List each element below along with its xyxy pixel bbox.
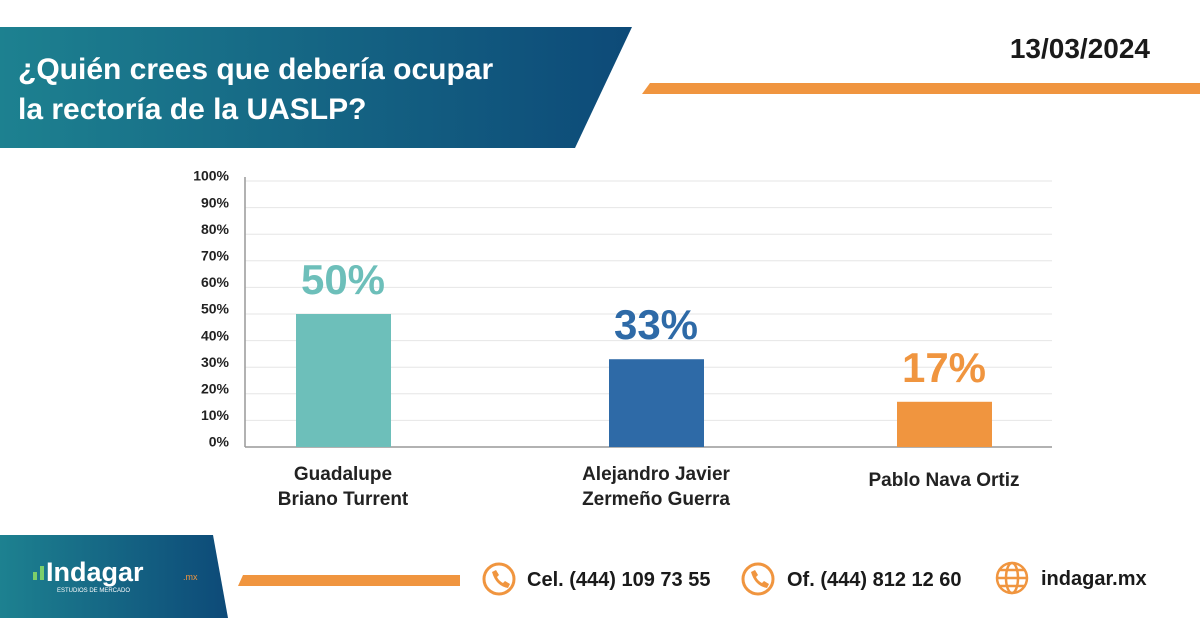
- phone-icon: [741, 562, 775, 596]
- phone-icon: [751, 570, 769, 588]
- office: Of. (444) 812 12 60: [787, 569, 962, 591]
- y-tick-label: 10%: [201, 407, 230, 423]
- value-label: 33%: [614, 301, 698, 348]
- web: indagar.mx: [1041, 568, 1147, 590]
- phone-icon: [482, 562, 516, 596]
- date: 13/03/2024: [1010, 33, 1151, 64]
- value-label: 50%: [301, 256, 385, 303]
- brand: Indagar: [46, 557, 144, 587]
- logo-bar: [33, 572, 37, 580]
- y-tick-label: 70%: [201, 248, 230, 264]
- brand-tagline: ESTUDIOS DE MERCADO: [57, 588, 130, 594]
- x-tick-label: Alejandro Javier Zermeño Guerra: [582, 464, 730, 510]
- header-banner: [0, 27, 632, 148]
- footer-rule: [238, 575, 460, 586]
- brand-suffix: .mx: [183, 572, 198, 582]
- footer-banner: [0, 535, 228, 618]
- x-tick-label: Pablo Nava Ortiz: [868, 470, 1020, 491]
- value-label: 17%: [902, 344, 986, 391]
- cel: Cel. (444) 109 73 55: [527, 569, 710, 591]
- y-tick-label: 40%: [201, 327, 230, 343]
- y-tick-label: 60%: [201, 274, 230, 290]
- y-tick-label: 20%: [201, 381, 230, 397]
- bar: [609, 359, 704, 447]
- header-rule: [642, 83, 1200, 94]
- y-tick-label: 0%: [209, 434, 230, 450]
- y-tick-label: 100%: [193, 168, 229, 184]
- bar: [897, 401, 992, 447]
- y-tick-label: 30%: [201, 354, 230, 370]
- y-tick-label: 90%: [201, 194, 230, 210]
- phone-icon: [492, 570, 510, 588]
- y-tick-label: 50%: [201, 301, 230, 317]
- logo-bar: [40, 566, 44, 580]
- web-icon: [995, 561, 1029, 595]
- bar: [296, 314, 391, 447]
- title: ¿Quién crees que debería ocupar la recto…: [18, 53, 494, 126]
- y-tick-label: 80%: [201, 221, 230, 237]
- x-tick-label: Guadalupe Briano Turrent: [277, 464, 409, 510]
